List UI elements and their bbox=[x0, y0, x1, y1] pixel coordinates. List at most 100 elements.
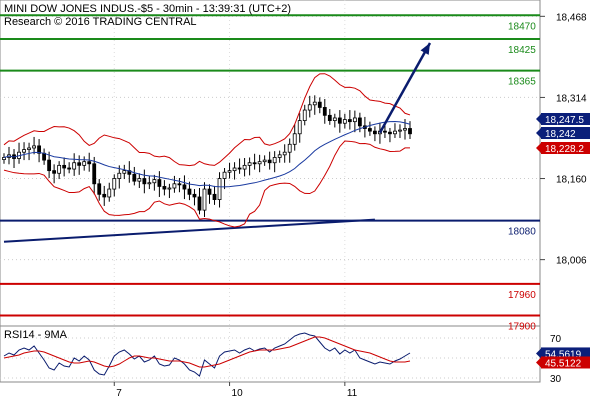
candle-body bbox=[72, 162, 77, 170]
rsi-layer bbox=[3, 332, 411, 377]
candle-body bbox=[212, 193, 217, 200]
rsi-badge-1-bg bbox=[541, 356, 590, 369]
rsi-y-tick-label: 30 bbox=[550, 374, 562, 385]
candle-body bbox=[337, 117, 342, 124]
price-badge-last: 18,242 bbox=[545, 129, 576, 140]
candle-body bbox=[207, 188, 212, 195]
candle-body bbox=[297, 120, 302, 135]
candle-body bbox=[2, 157, 6, 160]
candle-body bbox=[117, 172, 122, 179]
candle-body bbox=[187, 188, 192, 195]
candle-body bbox=[347, 119, 352, 123]
x-tick-label: 7 bbox=[116, 388, 122, 399]
candle-body bbox=[332, 117, 337, 122]
candle-body bbox=[368, 128, 372, 132]
candle-body bbox=[122, 170, 127, 174]
projection-arrow-head bbox=[420, 42, 430, 55]
candle-body bbox=[262, 159, 267, 163]
level-label-17900: 17900 bbox=[508, 321, 536, 332]
chart-subtitle: Research © 2016 TRADING CENTRAL bbox=[4, 16, 197, 28]
rsi-y-tick-label: 70 bbox=[550, 334, 562, 345]
rising-trendline bbox=[3, 218, 375, 243]
support-resistance-layer: 18470 18425 18365 18080 17960 17900 bbox=[0, 14, 540, 332]
projection-arrow-line bbox=[378, 42, 432, 134]
level-label-18425: 18425 bbox=[508, 45, 536, 56]
moving-average bbox=[3, 120, 411, 188]
candle-body bbox=[242, 164, 247, 170]
candle-body bbox=[172, 183, 177, 189]
price-badge-last-pointer bbox=[536, 128, 541, 138]
candle-body bbox=[287, 143, 292, 153]
overlay-layer bbox=[3, 42, 432, 228]
candle-body bbox=[398, 129, 402, 132]
candle-body bbox=[357, 117, 362, 127]
candle-body bbox=[388, 131, 392, 135]
candle-body bbox=[237, 167, 242, 170]
candles-layer bbox=[2, 95, 412, 217]
candle-body bbox=[277, 154, 282, 158]
candle-body bbox=[37, 145, 41, 154]
rsi-title: RSI14 - 9MA bbox=[4, 329, 68, 341]
candle-body bbox=[182, 184, 187, 190]
candle-body bbox=[322, 107, 327, 116]
candle-body bbox=[272, 157, 277, 164]
price-badge-high: 18,247.5 bbox=[545, 115, 584, 126]
rsi-badge-1-pointer bbox=[536, 357, 541, 368]
candle-body bbox=[32, 145, 36, 149]
candle-body bbox=[197, 196, 202, 211]
candle-body bbox=[132, 173, 137, 182]
candle-body bbox=[52, 170, 57, 174]
candle-body bbox=[327, 114, 332, 122]
candle-body bbox=[302, 109, 307, 121]
level-label-18080: 18080 bbox=[508, 227, 536, 238]
candle-body bbox=[292, 133, 297, 145]
candle-body bbox=[62, 164, 67, 169]
candle-body bbox=[247, 162, 252, 166]
candle-body bbox=[222, 171, 227, 179]
candle-body bbox=[87, 161, 92, 165]
candle-body bbox=[27, 147, 31, 150]
candle-body bbox=[192, 193, 197, 198]
candle-body bbox=[47, 159, 52, 172]
candle-body bbox=[92, 163, 97, 185]
candle-body bbox=[373, 130, 377, 135]
candle-body bbox=[252, 162, 257, 165]
candle-body bbox=[307, 104, 312, 111]
x-tick-label: 11 bbox=[347, 388, 358, 399]
candle-body bbox=[217, 178, 222, 201]
rsi-badge-0: 54.5619 bbox=[545, 349, 582, 360]
candle-body bbox=[142, 178, 147, 185]
candle-body bbox=[107, 188, 112, 198]
candle-body bbox=[342, 119, 347, 124]
chart-title: MINI DOW JONES INDUS.-$5 - 30min - 13:39… bbox=[4, 3, 291, 15]
bollinger-lower bbox=[3, 140, 411, 228]
candle-body bbox=[232, 167, 237, 172]
candle-body bbox=[97, 183, 102, 195]
rsi-plot-frame bbox=[0, 325, 541, 383]
y-tick-label: 18,160 bbox=[556, 175, 587, 186]
candle-body bbox=[167, 187, 172, 190]
rsi-badge-0-pointer bbox=[536, 348, 541, 359]
candle-body bbox=[177, 183, 182, 186]
candle-body bbox=[82, 161, 87, 166]
candle-body bbox=[22, 149, 26, 153]
price-badge-low-pointer bbox=[536, 143, 541, 153]
level-label-18470: 18470 bbox=[508, 21, 536, 32]
candle-body bbox=[147, 182, 152, 185]
candle-body bbox=[393, 130, 397, 135]
y-tick-label: 18,006 bbox=[556, 256, 587, 267]
level-label-18365: 18365 bbox=[508, 77, 536, 88]
candle-body bbox=[57, 164, 62, 174]
price-badge-high-pointer bbox=[536, 114, 541, 124]
price-badge-low-bg bbox=[541, 142, 590, 154]
candle-body bbox=[282, 151, 287, 156]
x-tick-label: 10 bbox=[232, 388, 244, 399]
candle-body bbox=[352, 117, 357, 123]
candle-body bbox=[67, 167, 72, 170]
price-badge-last-bg bbox=[541, 127, 590, 139]
candle-body bbox=[162, 186, 167, 190]
candle-body bbox=[408, 128, 412, 135]
candle-body bbox=[152, 179, 157, 184]
